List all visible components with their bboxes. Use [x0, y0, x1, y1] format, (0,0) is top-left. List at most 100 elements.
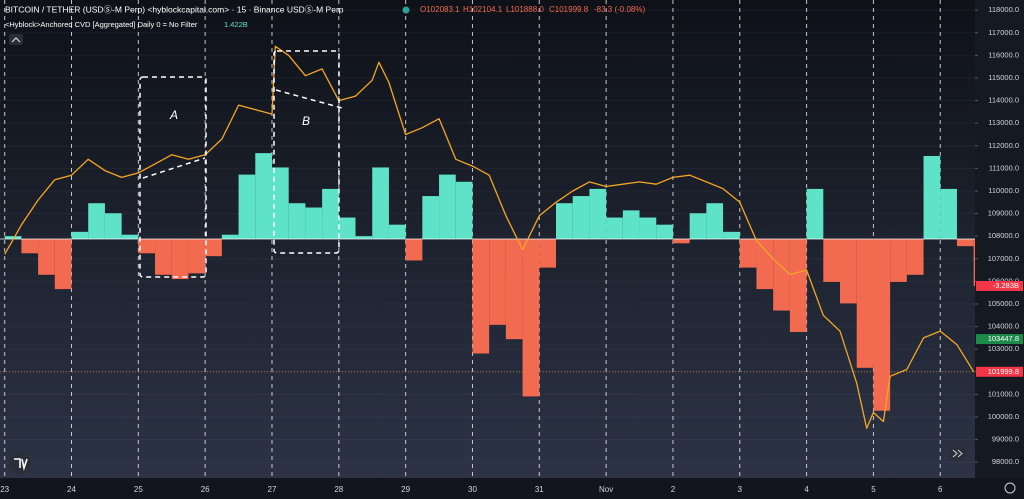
price-axis-background [975, 0, 1024, 478]
scroll-icon [952, 449, 963, 458]
y-tick-label: 104000.0 [988, 322, 1019, 331]
y-tick-label: 114000.0 [988, 96, 1019, 105]
x-tick-label: 5 [871, 485, 876, 494]
line-layer [4, 45, 975, 429]
cvd-bar [906, 239, 924, 275]
cvd-bar [221, 234, 239, 239]
cvd-bar [723, 231, 740, 239]
cvd-bar [756, 239, 774, 290]
cvd-bar [689, 213, 707, 239]
y-tick-label: 109000.0 [988, 209, 1019, 218]
annotation-arrow [142, 157, 206, 179]
x-tick-label: 26 [201, 485, 210, 494]
cvd-bar [54, 239, 72, 290]
price-label-box [976, 366, 1023, 377]
x-tick-label: 2 [671, 485, 676, 494]
cvd-bar [71, 231, 89, 239]
price-label-box [976, 334, 1023, 345]
cvd-bar [288, 203, 306, 239]
x-tick-label: 3 [738, 485, 743, 494]
cvd-bar [104, 213, 122, 239]
y-tick-label: 100000.0 [988, 412, 1019, 421]
time-axis-background [0, 478, 1024, 499]
cvd-bar [639, 217, 657, 239]
cvd-bar [522, 239, 540, 397]
cvd-bar [238, 174, 256, 239]
y-tick-label: 115000.0 [988, 73, 1019, 82]
x-tick-label: 25 [134, 485, 143, 494]
x-tick-label: 4 [804, 485, 809, 494]
cvd-bar [606, 217, 623, 239]
cvd-bar [305, 207, 323, 239]
annotation-box [273, 50, 340, 254]
status-dot [402, 6, 410, 14]
cvd-bar [4, 236, 22, 239]
cvd-bar [338, 217, 356, 239]
cvd-bar [789, 239, 807, 333]
annotation-b: B [273, 50, 343, 254]
annotation-label: B [302, 114, 310, 128]
price-change: -83.3 (-0.08%) [594, 5, 645, 14]
cvd-bar [322, 188, 339, 239]
cvd-bar [890, 239, 907, 282]
annotation-arrow [275, 89, 343, 109]
cvd-bar [205, 239, 222, 257]
x-tick-label: 30 [468, 485, 477, 494]
cvd-bar [88, 203, 105, 239]
scroll-button[interactable] [949, 446, 965, 461]
cvd-bar [572, 196, 590, 239]
cvd-bar [923, 155, 941, 239]
cvd-bar [823, 239, 841, 282]
cvd-bar [840, 239, 857, 304]
annotation-box [139, 76, 207, 278]
annotation-label: A [169, 108, 178, 122]
cvd-bar [973, 239, 975, 286]
y-tick-label: 110000.0 [988, 186, 1019, 195]
indicator-value: 1.422B [224, 20, 248, 29]
settings-button[interactable] [1004, 482, 1016, 494]
cvd-bar [188, 239, 206, 274]
y-tick-label: 117000.0 [988, 28, 1019, 37]
cvd-bar [138, 239, 156, 254]
cvd-bar [422, 196, 440, 239]
axis-layer: 98000.099000.0100000.0101000.0102000.010… [0, 5, 1023, 494]
y-tick-label: 118000.0 [988, 5, 1019, 14]
x-tick-label: 29 [401, 485, 410, 494]
cvd-bar [539, 239, 556, 268]
cvd-bar [672, 239, 690, 244]
cvd-bar [472, 239, 490, 354]
collapse-button[interactable] [9, 34, 23, 45]
x-tick-label: 24 [67, 485, 76, 494]
price-line [4, 45, 975, 429]
cvd-bar [489, 239, 506, 325]
cvd-bar [806, 188, 824, 239]
histogram-layer [0, 153, 975, 411]
y-tick-label: 99000.0 [992, 435, 1019, 444]
price-label: 101999.8 [988, 367, 1019, 376]
y-tick-label: 112000.0 [988, 141, 1019, 150]
cvd-bar [388, 224, 406, 239]
ohlc-low: L101888.0 [506, 5, 544, 14]
cvd-bar [38, 239, 55, 275]
ohlc-open: O102083.1 [420, 5, 460, 14]
logo-mark [14, 458, 28, 471]
cvd-bar [773, 239, 790, 311]
price-label: 103447.8 [988, 334, 1019, 343]
cvd-bar [622, 210, 640, 239]
y-tick-label: 116000.0 [988, 50, 1019, 59]
ohlc-close: C101999.8 [549, 5, 589, 14]
cvd-bar [956, 239, 974, 247]
cvd-bar [706, 203, 724, 239]
annotation-a: A [139, 76, 207, 278]
collapse-icon [11, 37, 21, 43]
cvd-bar [455, 181, 473, 239]
cvd-bar [505, 239, 523, 340]
cvd-bar [355, 236, 373, 239]
cvd-bar [873, 239, 891, 411]
cvd-bar [255, 153, 272, 239]
indicator-title: <Hyblock>Anchored CVD [Aggregated] Daily… [5, 20, 198, 29]
x-tick-label: 31 [535, 485, 544, 494]
y-tick-label: 113000.0 [988, 118, 1019, 127]
cvd-bar [439, 174, 456, 239]
cvd-bar [405, 239, 423, 261]
